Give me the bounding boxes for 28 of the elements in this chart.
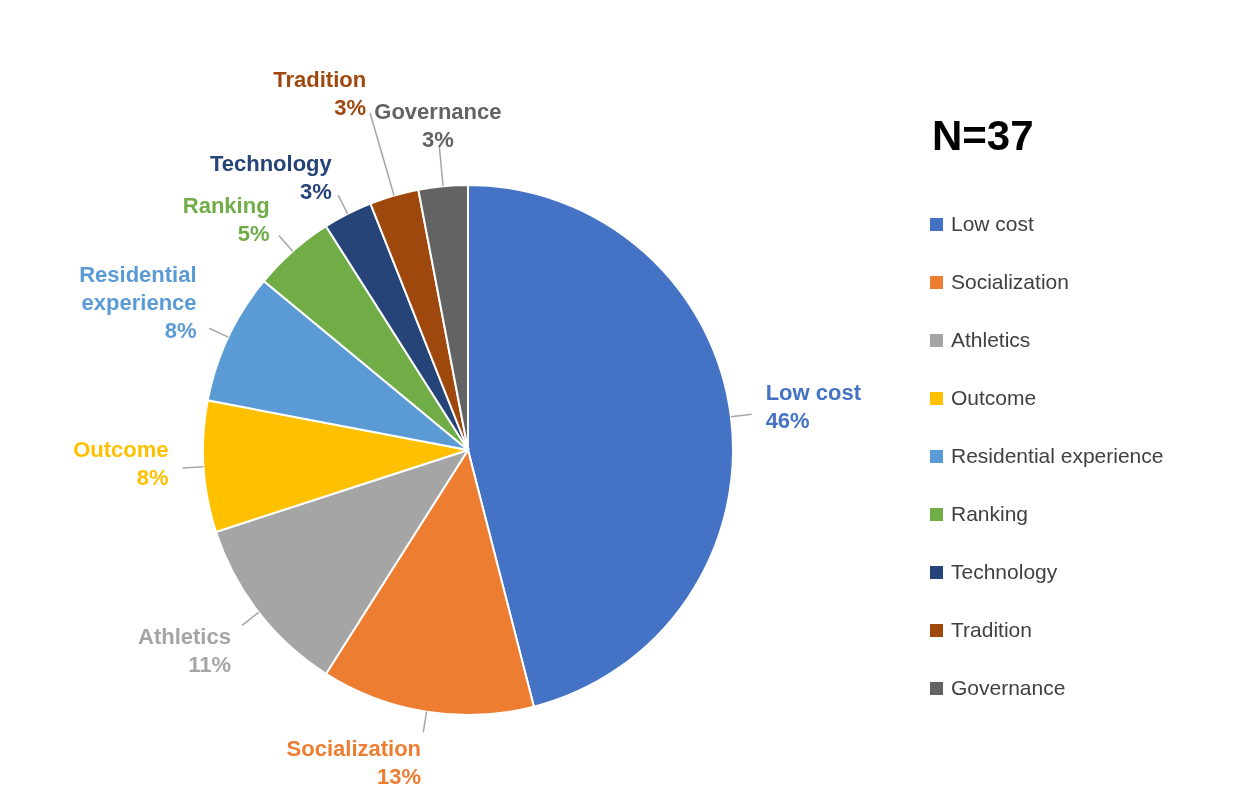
legend-label: Ranking: [951, 502, 1029, 526]
data-label: 5%: [237, 220, 270, 246]
legend-label: Governance: [951, 676, 1066, 700]
slice-label: Low cost: [765, 380, 862, 406]
legend-label: Low cost: [951, 212, 1034, 236]
slice-label: Technology: [209, 150, 333, 176]
slice-label: Tradition: [273, 67, 367, 93]
data-label: 3%: [300, 178, 332, 204]
slice-label: Socialization: [286, 736, 422, 762]
legend-label: Technology: [951, 560, 1058, 584]
legend-label: Socialization: [951, 270, 1069, 294]
legend-label: Tradition: [951, 618, 1032, 642]
slice-label: Governance: [374, 99, 502, 125]
legend-label: Outcome: [951, 386, 1037, 410]
data-label: 3%: [334, 95, 367, 121]
slice-label: Athletics: [138, 623, 231, 649]
data-label: 13%: [377, 764, 422, 790]
legend-label: Residential experience: [951, 444, 1164, 468]
legend-label: Athletics: [951, 328, 1031, 352]
data-label: 11%: [188, 651, 231, 677]
data-label: 46%: [765, 408, 810, 434]
slice-label: Residential experience: [79, 262, 197, 316]
data-label: 8%: [164, 318, 197, 344]
text: N=37: [932, 112, 1034, 160]
slice-label: Outcome: [73, 436, 169, 462]
slice-label: Ranking: [182, 192, 270, 218]
data-label: 8%: [136, 464, 169, 490]
data-label: 3%: [421, 127, 454, 153]
